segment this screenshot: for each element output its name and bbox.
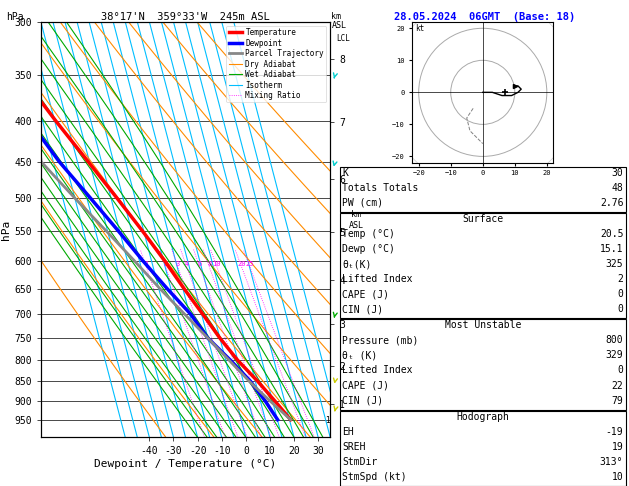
Text: 38°17'N  359°33'W  245m ASL: 38°17'N 359°33'W 245m ASL xyxy=(101,12,270,22)
Text: 20: 20 xyxy=(237,261,246,267)
Text: 325: 325 xyxy=(606,259,623,269)
Text: 0: 0 xyxy=(618,289,623,299)
Text: Surface: Surface xyxy=(462,214,503,224)
Text: 19: 19 xyxy=(611,442,623,452)
Text: Pressure (mb): Pressure (mb) xyxy=(342,335,418,346)
Text: 1: 1 xyxy=(326,416,330,425)
Text: 3: 3 xyxy=(175,261,180,267)
Text: Lifted Index: Lifted Index xyxy=(342,274,413,284)
Text: 1: 1 xyxy=(144,261,148,267)
Legend: Temperature, Dewpoint, Parcel Trajectory, Dry Adiabat, Wet Adiabat, Isotherm, Mi: Temperature, Dewpoint, Parcel Trajectory… xyxy=(226,26,326,103)
Text: Hodograph: Hodograph xyxy=(456,412,509,422)
Text: 0: 0 xyxy=(618,304,623,314)
Text: Dewp (°C): Dewp (°C) xyxy=(342,244,395,254)
Text: 313°: 313° xyxy=(600,457,623,467)
Text: 48: 48 xyxy=(611,183,623,193)
Text: CIN (J): CIN (J) xyxy=(342,304,383,314)
Text: 2.76: 2.76 xyxy=(600,198,623,208)
Text: 329: 329 xyxy=(606,350,623,361)
Text: CAPE (J): CAPE (J) xyxy=(342,289,389,299)
Text: θₜ(K): θₜ(K) xyxy=(342,259,372,269)
Text: K: K xyxy=(342,168,348,178)
Text: Lifted Index: Lifted Index xyxy=(342,365,413,376)
Y-axis label: km
ASL: km ASL xyxy=(348,210,364,230)
Text: 6: 6 xyxy=(198,261,202,267)
Text: km
ASL: km ASL xyxy=(331,12,347,30)
Text: 20.5: 20.5 xyxy=(600,229,623,239)
Text: hPa: hPa xyxy=(6,12,24,22)
Text: 30: 30 xyxy=(611,168,623,178)
Text: PW (cm): PW (cm) xyxy=(342,198,383,208)
Text: 2: 2 xyxy=(164,261,168,267)
Text: StmSpd (kt): StmSpd (kt) xyxy=(342,472,407,482)
Text: 25: 25 xyxy=(245,261,254,267)
Text: Most Unstable: Most Unstable xyxy=(445,320,521,330)
Text: CIN (J): CIN (J) xyxy=(342,396,383,406)
Text: 800: 800 xyxy=(606,335,623,346)
Text: 10: 10 xyxy=(213,261,221,267)
Text: θₜ (K): θₜ (K) xyxy=(342,350,377,361)
Text: 79: 79 xyxy=(611,396,623,406)
Text: Temp (°C): Temp (°C) xyxy=(342,229,395,239)
Text: LCL: LCL xyxy=(336,35,350,43)
Text: 4: 4 xyxy=(184,261,189,267)
Text: 15.1: 15.1 xyxy=(600,244,623,254)
Text: -19: -19 xyxy=(606,427,623,437)
Text: EH: EH xyxy=(342,427,354,437)
Text: 0: 0 xyxy=(618,365,623,376)
Text: Totals Totals: Totals Totals xyxy=(342,183,418,193)
Text: CAPE (J): CAPE (J) xyxy=(342,381,389,391)
Text: SREH: SREH xyxy=(342,442,365,452)
Text: kt: kt xyxy=(416,24,425,34)
Text: 8: 8 xyxy=(207,261,211,267)
Text: 10: 10 xyxy=(611,472,623,482)
Text: StmDir: StmDir xyxy=(342,457,377,467)
X-axis label: Dewpoint / Temperature (°C): Dewpoint / Temperature (°C) xyxy=(94,459,277,469)
Y-axis label: hPa: hPa xyxy=(1,220,11,240)
Text: 2: 2 xyxy=(618,274,623,284)
Text: 22: 22 xyxy=(611,381,623,391)
Text: 28.05.2024  06GMT  (Base: 18): 28.05.2024 06GMT (Base: 18) xyxy=(394,12,575,22)
